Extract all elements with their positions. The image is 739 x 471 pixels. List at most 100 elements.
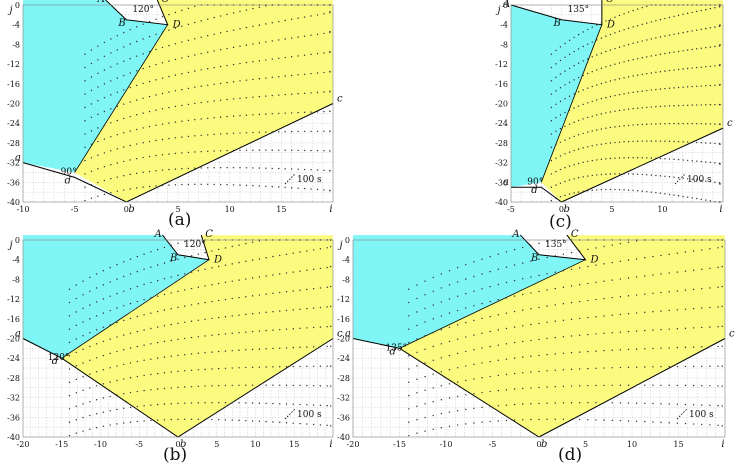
wavefront-dot (618, 141, 621, 143)
wavefront-dot (84, 173, 86, 175)
wavefront-dot (258, 312, 261, 314)
wavefront-dot (513, 279, 516, 282)
wavefront-dot (245, 242, 247, 245)
wavefront-dot (129, 258, 132, 260)
y-tick-label: -24 (7, 119, 20, 128)
wavefront-dot (416, 338, 418, 340)
angle-label-top: 135° (567, 5, 589, 15)
wavefront-dot (68, 381, 71, 384)
wavefront-dot (143, 253, 145, 255)
wavefront-dot (719, 163, 721, 165)
wavefront-dot (664, 175, 666, 178)
wavefront-dot (717, 326, 719, 328)
wavefront-dot (632, 107, 634, 110)
wavefront-dot (187, 151, 190, 154)
wavefront-dot (700, 198, 702, 201)
wavefront-dot (200, 118, 202, 120)
wavefront-dot (632, 91, 634, 94)
wavefront-dot (174, 90, 177, 92)
wavefront-dot (603, 419, 605, 421)
wavefront-dot (721, 365, 723, 367)
wavefront-dot (481, 332, 483, 334)
wavefront-dot (194, 183, 196, 186)
wavefront-dot (148, 50, 151, 53)
wavefront-dot (416, 419, 418, 421)
wavefront-dot (682, 122, 684, 125)
wavefront-dot (224, 402, 227, 404)
wavefront-dot (306, 250, 308, 252)
wavefront-dot (709, 365, 711, 367)
wavefront-dot (530, 371, 532, 373)
wavefront-dot (644, 329, 646, 332)
wavefront-dot (538, 402, 540, 405)
wavefront-dot (650, 174, 653, 176)
wavefront-dot (641, 123, 643, 126)
wavefront-dot (231, 280, 233, 282)
wavefront-dot (650, 55, 653, 57)
wavefront-dot (326, 286, 328, 288)
wavefront-dot (635, 348, 638, 350)
wavefront-dot (554, 418, 556, 421)
wavefront-dot (168, 153, 170, 155)
wavefront-dot (609, 142, 612, 144)
wavefront-dot (142, 82, 144, 85)
wavefront-dot (568, 179, 571, 181)
wavefront-dot (587, 333, 589, 336)
wavefront-dot (170, 387, 172, 389)
wavefront-dot (258, 348, 261, 350)
wavefront-dot (116, 91, 118, 93)
wavefront-dot (456, 395, 459, 398)
wavefront-dot (456, 281, 459, 283)
wavefront-dot (284, 149, 286, 151)
wavefront-dot (251, 295, 254, 297)
wavefront-dot (211, 368, 213, 370)
wavefront-dot (605, 173, 607, 175)
wavefront-dot (326, 306, 328, 308)
wavefront-dot (329, 405, 332, 407)
wavefront-dot (265, 329, 267, 332)
wavefront-dot (646, 56, 648, 58)
wavefront-dot (170, 323, 172, 326)
wavefront-dot (329, 11, 331, 13)
wavefront-dot (554, 402, 556, 404)
wavefront-dot (194, 86, 196, 89)
wavefront-dot (609, 173, 612, 175)
wavefront-dot (297, 149, 299, 152)
wavefront-dot (258, 42, 261, 44)
wavefront-dot (211, 385, 213, 387)
wavefront-dot (148, 155, 151, 158)
wavefront-dot (184, 240, 186, 243)
wavefront-dot (194, 167, 196, 169)
y-tick-label: -8 (12, 275, 20, 284)
wavefront-dot (682, 50, 684, 52)
wavefront-dot (110, 66, 112, 68)
wavefront-dot (97, 86, 99, 88)
wavefront-dot (424, 375, 426, 378)
wavefront-dot (95, 329, 98, 331)
wavefront-dot (306, 384, 308, 387)
wavefront-dot (489, 300, 491, 303)
x-tick-label: -10 (440, 440, 453, 449)
wavefront-dot (312, 384, 315, 387)
wavefront-dot (587, 401, 589, 404)
plot-frame (352, 239, 726, 438)
wavefront-dot (143, 314, 145, 316)
wavefront-dot (95, 315, 98, 317)
wavefront-dot (668, 69, 671, 72)
wavefront-dot (570, 335, 573, 337)
wavefront-dot (570, 285, 573, 287)
y-tick-label: -20 (7, 100, 20, 109)
wavefront-dot (562, 418, 565, 421)
wavefront-dot (174, 152, 177, 155)
wavefront-dot (116, 263, 118, 266)
y-tick-label: -24 (337, 354, 350, 363)
wavefront-dot (611, 384, 613, 387)
wavefront-dot (116, 394, 118, 396)
wavefront-dot (161, 108, 164, 110)
x-tick-label: 0 (124, 205, 129, 214)
wavefront-dot (231, 263, 233, 265)
wavefront-dot (156, 310, 159, 313)
wavefront-dot (559, 127, 562, 130)
wavefront-dot (705, 46, 707, 49)
wavefront-dot (465, 379, 467, 382)
